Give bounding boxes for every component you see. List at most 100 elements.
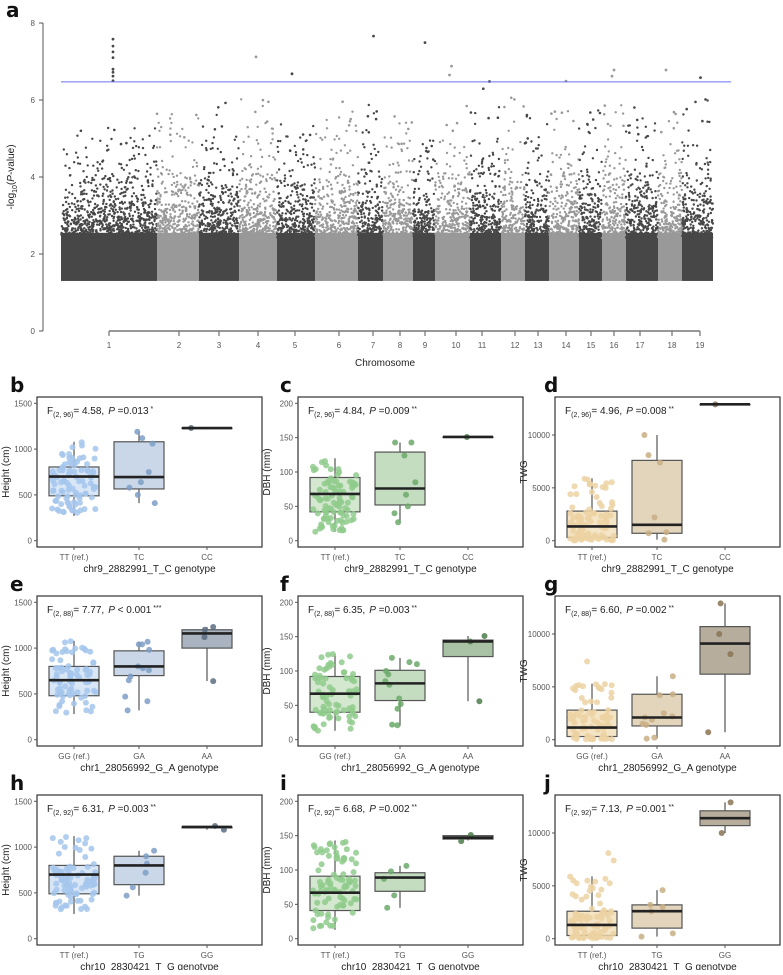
snp-point: [476, 222, 478, 224]
snp-point: [289, 231, 291, 233]
snp-point: [559, 211, 561, 213]
snp-point: [293, 205, 295, 207]
snp-point: [579, 237, 581, 239]
y-tick-label: 8: [31, 19, 36, 28]
snp-point: [62, 234, 64, 236]
snp-point: [277, 192, 279, 194]
snp-point: [323, 236, 325, 238]
snp-point: [536, 184, 538, 186]
snp-point: [335, 232, 337, 234]
snp-point: [427, 236, 429, 238]
snp-point: [113, 201, 115, 203]
snp-point: [565, 146, 567, 148]
snp-point: [370, 228, 372, 230]
snp-point: [279, 205, 281, 207]
snp-point: [449, 225, 451, 227]
snp-point: [591, 188, 593, 190]
snp-point: [475, 199, 477, 201]
snp-point: [551, 191, 553, 193]
snp-point: [243, 200, 245, 202]
snp-point: [255, 223, 257, 225]
snp-point: [616, 177, 618, 179]
snp-point: [238, 183, 240, 185]
snp-point: [329, 171, 331, 173]
snp-point: [491, 209, 493, 211]
snp-point: [463, 159, 465, 161]
snp-point: [159, 235, 161, 237]
snp-point: [120, 143, 123, 146]
snp-point: [621, 236, 623, 238]
snp-point: [622, 112, 624, 114]
snp-point: [125, 227, 127, 229]
snp-point: [202, 210, 204, 212]
snp-point: [205, 236, 207, 238]
snp-point: [68, 235, 70, 237]
snp-point: [583, 234, 585, 236]
snp-point: [511, 148, 513, 150]
snp-point: [164, 191, 166, 193]
chromosome-2-snps: [156, 113, 200, 281]
snp-point: [306, 154, 308, 156]
snp-point: [302, 225, 304, 227]
snp-point: [277, 228, 279, 230]
snp-point: [418, 160, 420, 162]
snp-point: [591, 228, 593, 230]
snp-point: [402, 191, 404, 193]
snp-point: [555, 216, 557, 218]
snp-point: [139, 215, 141, 217]
snp-point: [425, 193, 427, 195]
snp-point: [437, 172, 439, 174]
snp-point: [133, 127, 135, 129]
snp-point: [344, 144, 346, 146]
snp-point: [266, 173, 268, 175]
snp-point: [491, 237, 493, 239]
snp-point: [375, 210, 377, 212]
snp-point: [206, 228, 208, 230]
snp-point: [438, 211, 440, 213]
snp-point: [418, 222, 420, 224]
snp-point: [425, 150, 428, 153]
snp-point: [319, 215, 321, 217]
snp-point: [232, 170, 234, 172]
snp-point: [67, 211, 69, 213]
snp-cloud: [60, 87, 714, 281]
snp-dense-band: [413, 233, 435, 281]
snp-point: [138, 209, 140, 211]
snp-point: [357, 230, 359, 232]
snp-point: [87, 181, 89, 183]
snp-point: [148, 212, 150, 214]
snp-point: [390, 137, 392, 139]
snp-point: [535, 147, 537, 149]
snp-point: [388, 175, 390, 177]
snp-point: [200, 236, 202, 238]
snp-point: [334, 230, 336, 232]
snp-point: [454, 146, 456, 148]
snp-point: [260, 165, 262, 167]
snp-point: [97, 194, 99, 196]
snp-point: [527, 162, 529, 164]
snp-point: [387, 225, 389, 227]
snp-point: [503, 178, 505, 180]
snp-point: [446, 201, 448, 203]
snp-point: [491, 180, 493, 182]
snp-point: [137, 212, 139, 214]
snp-point: [283, 226, 285, 228]
snp-point: [357, 172, 359, 174]
snp-point: [485, 216, 487, 218]
snp-point: [514, 221, 516, 223]
snp-point: [562, 220, 564, 222]
snp-point: [520, 207, 522, 209]
snp-point: [244, 188, 246, 190]
snp-point: [451, 177, 453, 179]
snp-point: [439, 225, 441, 227]
snp-point: [397, 162, 399, 164]
snp-point: [302, 227, 304, 229]
snp-point: [140, 236, 142, 238]
snp-point: [356, 200, 358, 202]
snp-point: [264, 211, 266, 213]
snp-point: [465, 237, 467, 239]
snp-point: [192, 223, 194, 225]
snp-point: [347, 236, 349, 238]
snp-point: [118, 206, 120, 208]
snp-point: [538, 237, 540, 239]
